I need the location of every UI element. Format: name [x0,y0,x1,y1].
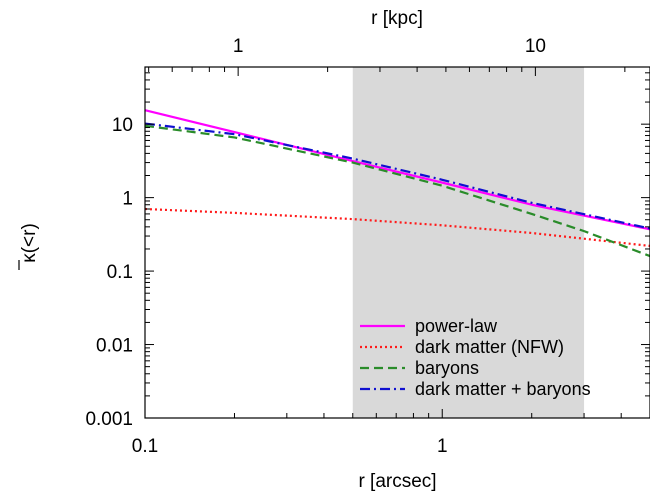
y-tick-label: 0.1 [107,262,133,283]
x-axis-label: r [arcsec] [358,471,436,492]
y-tick-label: 1 [122,189,133,210]
x-tick-label: 1 [437,436,448,457]
x2-tick-label: 10 [525,36,546,57]
plot-frame [144,66,650,419]
y-tick-label: 10 [112,115,133,136]
x2-tick-label: 1 [233,36,244,57]
legend-label-dark-matter-baryons: dark matter + baryons [415,379,591,399]
legend-label-baryons: baryons [415,358,479,378]
ticks-layer: 0.1 1 0.001 0.01 0.1 1 10 1 10 [85,36,650,457]
y-tick-label: 0.01 [96,336,133,357]
legend-label-power-law: power-law [415,316,498,336]
y-axis-label-suffix: (<r) [19,223,40,253]
y-tick-label: 0.001 [85,409,133,430]
legend-label-dark-matter-nfw: dark matter (NFW) [415,337,564,357]
y-axis-label-symbol: κ [19,253,40,263]
series-layer [144,109,650,258]
x-tick-label: 0.1 [132,436,158,457]
series-line-dark-matter-baryons [144,122,650,230]
series-line-baryons [144,124,650,258]
shaded-region [352,67,585,418]
top-axis-label: r [kpc] [371,8,423,29]
y-axis-label: κ(<r) [19,223,40,263]
series-line-power-law [144,109,650,231]
